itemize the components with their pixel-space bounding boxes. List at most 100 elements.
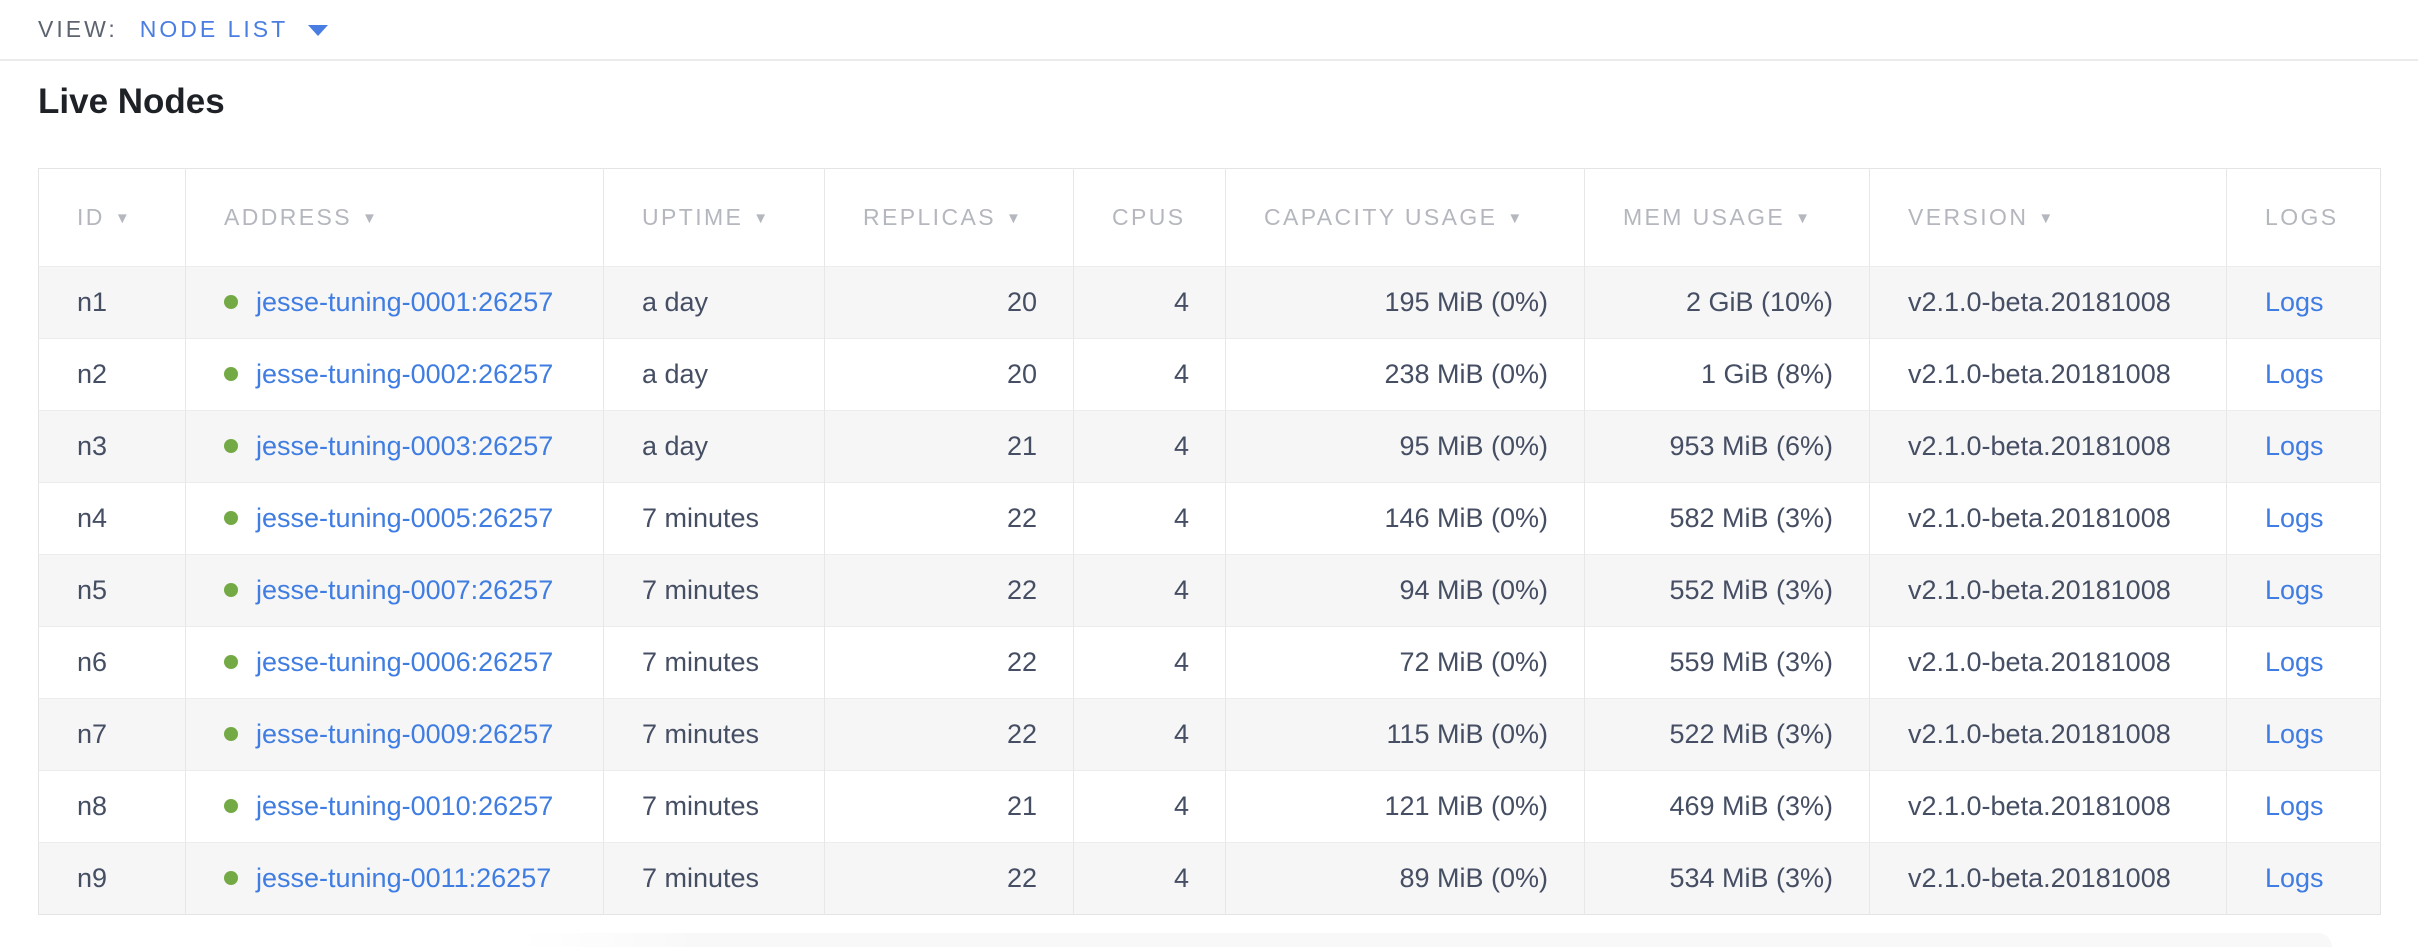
uptime-cell: 7 minutes: [603, 770, 825, 843]
sort-desc-icon: ▼: [114, 210, 133, 227]
node-address-link[interactable]: jesse-tuning-0003:26257: [256, 431, 554, 461]
node-address-link[interactable]: jesse-tuning-0001:26257: [256, 287, 554, 317]
uptime-cell: a day: [603, 410, 825, 483]
logs-cell: Logs: [2226, 698, 2381, 771]
replicas-cell: 22: [824, 698, 1074, 771]
id-cell: n2: [38, 338, 186, 411]
node-logs-link[interactable]: Logs: [2265, 503, 2324, 533]
node-row-n7: n7 jesse-tuning-0009:26257 7 minutes 22 4 115…: [38, 698, 2381, 771]
node-address-link[interactable]: jesse-tuning-0002:26257: [256, 359, 554, 389]
capacity-cell: 121 MiB (0%): [1225, 770, 1585, 843]
column-header-mem[interactable]: MEM USAGE ▼: [1584, 168, 1870, 267]
mem-cell: 552 MiB (3%): [1584, 554, 1870, 627]
node-healthy-dot-icon: [224, 870, 238, 885]
address-cell: jesse-tuning-0005:26257: [185, 482, 604, 555]
node-address-link[interactable]: jesse-tuning-0011:26257: [256, 863, 552, 893]
capacity-cell: 115 MiB (0%): [1225, 698, 1585, 771]
column-header-cpus: CPUS: [1073, 168, 1226, 267]
id-cell: n4: [38, 482, 186, 555]
mem-cell: 2 GiB (10%): [1584, 266, 1870, 339]
version-cell: v2.1.0-beta.20181008: [1869, 482, 2227, 555]
main-content: Live Nodes ID ▼ ADDRESS ▼ UPTIME ▼ REPLICAS ▼ CP…: [0, 61, 2418, 915]
node-healthy-dot-icon: [224, 294, 238, 309]
replicas-cell: 22: [824, 554, 1074, 627]
cpus-cell: 4: [1073, 842, 1226, 915]
capacity-cell: 89 MiB (0%): [1225, 842, 1585, 915]
replicas-cell: 22: [824, 842, 1074, 915]
node-logs-link[interactable]: Logs: [2265, 791, 2324, 821]
cpus-cell: 4: [1073, 554, 1226, 627]
node-address-link[interactable]: jesse-tuning-0007:26257: [256, 575, 554, 605]
node-logs-link[interactable]: Logs: [2265, 719, 2324, 749]
replicas-cell: 21: [824, 770, 1074, 843]
capacity-cell: 94 MiB (0%): [1225, 554, 1585, 627]
node-row-n8: n8 jesse-tuning-0010:26257 7 minutes 21 4 121…: [38, 770, 2381, 843]
node-healthy-dot-icon: [224, 726, 238, 741]
replicas-cell: 22: [824, 626, 1074, 699]
mem-cell: 522 MiB (3%): [1584, 698, 1870, 771]
mem-cell: 534 MiB (3%): [1584, 842, 1870, 915]
sort-desc-icon: ▼: [1795, 210, 1813, 227]
node-address-link[interactable]: jesse-tuning-0006:26257: [256, 647, 554, 677]
id-cell: n9: [38, 842, 186, 915]
address-cell: jesse-tuning-0007:26257: [185, 554, 604, 627]
column-label: CAPACITY USAGE: [1264, 204, 1498, 230]
mem-cell: 1 GiB (8%): [1584, 338, 1870, 411]
replicas-cell: 20: [824, 338, 1074, 411]
logs-cell: Logs: [2226, 842, 2381, 915]
node-healthy-dot-icon: [224, 798, 238, 813]
view-label: VIEW:: [38, 16, 118, 42]
column-header-replicas[interactable]: REPLICAS ▼: [824, 168, 1074, 267]
logs-cell: Logs: [2226, 266, 2381, 339]
cpus-cell: 4: [1073, 482, 1226, 555]
column-header-address[interactable]: ADDRESS ▼: [185, 168, 604, 267]
address-cell: jesse-tuning-0006:26257: [185, 626, 604, 699]
column-label: REPLICAS: [863, 204, 996, 230]
node-address-link[interactable]: jesse-tuning-0009:26257: [256, 719, 554, 749]
address-cell: jesse-tuning-0011:26257: [185, 842, 604, 915]
node-address-link[interactable]: jesse-tuning-0010:26257: [256, 791, 554, 821]
capacity-cell: 95 MiB (0%): [1225, 410, 1585, 483]
replicas-cell: 20: [824, 266, 1074, 339]
column-label: ID: [77, 204, 105, 230]
node-healthy-dot-icon: [224, 438, 238, 453]
table-header-row: ID ▼ ADDRESS ▼ UPTIME ▼ REPLICAS ▼ CPUS CAPACITY …: [38, 168, 2381, 267]
version-cell: v2.1.0-beta.20181008: [1869, 626, 2227, 699]
column-label: VERSION: [1908, 204, 2029, 230]
cpus-cell: 4: [1073, 770, 1226, 843]
node-logs-link[interactable]: Logs: [2265, 287, 2324, 317]
node-logs-link[interactable]: Logs: [2265, 863, 2324, 893]
mem-cell: 469 MiB (3%): [1584, 770, 1870, 843]
address-cell: jesse-tuning-0003:26257: [185, 410, 604, 483]
sort-desc-icon: ▼: [1005, 210, 1024, 227]
address-cell: jesse-tuning-0010:26257: [185, 770, 604, 843]
cpus-cell: 4: [1073, 410, 1226, 483]
live-nodes-table: ID ▼ ADDRESS ▼ UPTIME ▼ REPLICAS ▼ CPUS CAPACITY …: [38, 168, 2381, 915]
id-cell: n6: [38, 626, 186, 699]
replicas-cell: 22: [824, 482, 1074, 555]
logs-cell: Logs: [2226, 770, 2381, 843]
column-header-capacity[interactable]: CAPACITY USAGE ▼: [1225, 168, 1585, 267]
node-logs-link[interactable]: Logs: [2265, 431, 2324, 461]
column-header-version[interactable]: VERSION ▼: [1869, 168, 2227, 267]
node-logs-link[interactable]: Logs: [2265, 647, 2324, 677]
column-header-uptime[interactable]: UPTIME ▼: [603, 168, 825, 267]
node-logs-link[interactable]: Logs: [2265, 359, 2324, 389]
node-address-link[interactable]: jesse-tuning-0005:26257: [256, 503, 554, 533]
id-cell: n8: [38, 770, 186, 843]
cpus-cell: 4: [1073, 698, 1226, 771]
view-dropdown[interactable]: NODE LIST: [139, 16, 329, 43]
version-cell: v2.1.0-beta.20181008: [1869, 410, 2227, 483]
version-cell: v2.1.0-beta.20181008: [1869, 842, 2227, 915]
node-logs-link[interactable]: Logs: [2265, 575, 2324, 605]
view-dropdown-value: NODE LIST: [139, 16, 289, 42]
cpus-cell: 4: [1073, 338, 1226, 411]
version-cell: v2.1.0-beta.20181008: [1869, 770, 2227, 843]
column-header-id[interactable]: ID ▼: [38, 168, 186, 267]
node-healthy-dot-icon: [224, 654, 238, 669]
logs-cell: Logs: [2226, 410, 2381, 483]
version-cell: v2.1.0-beta.20181008: [1869, 698, 2227, 771]
sort-desc-icon: ▼: [362, 210, 380, 227]
version-cell: v2.1.0-beta.20181008: [1869, 338, 2227, 411]
chevron-down-icon: [308, 25, 329, 36]
